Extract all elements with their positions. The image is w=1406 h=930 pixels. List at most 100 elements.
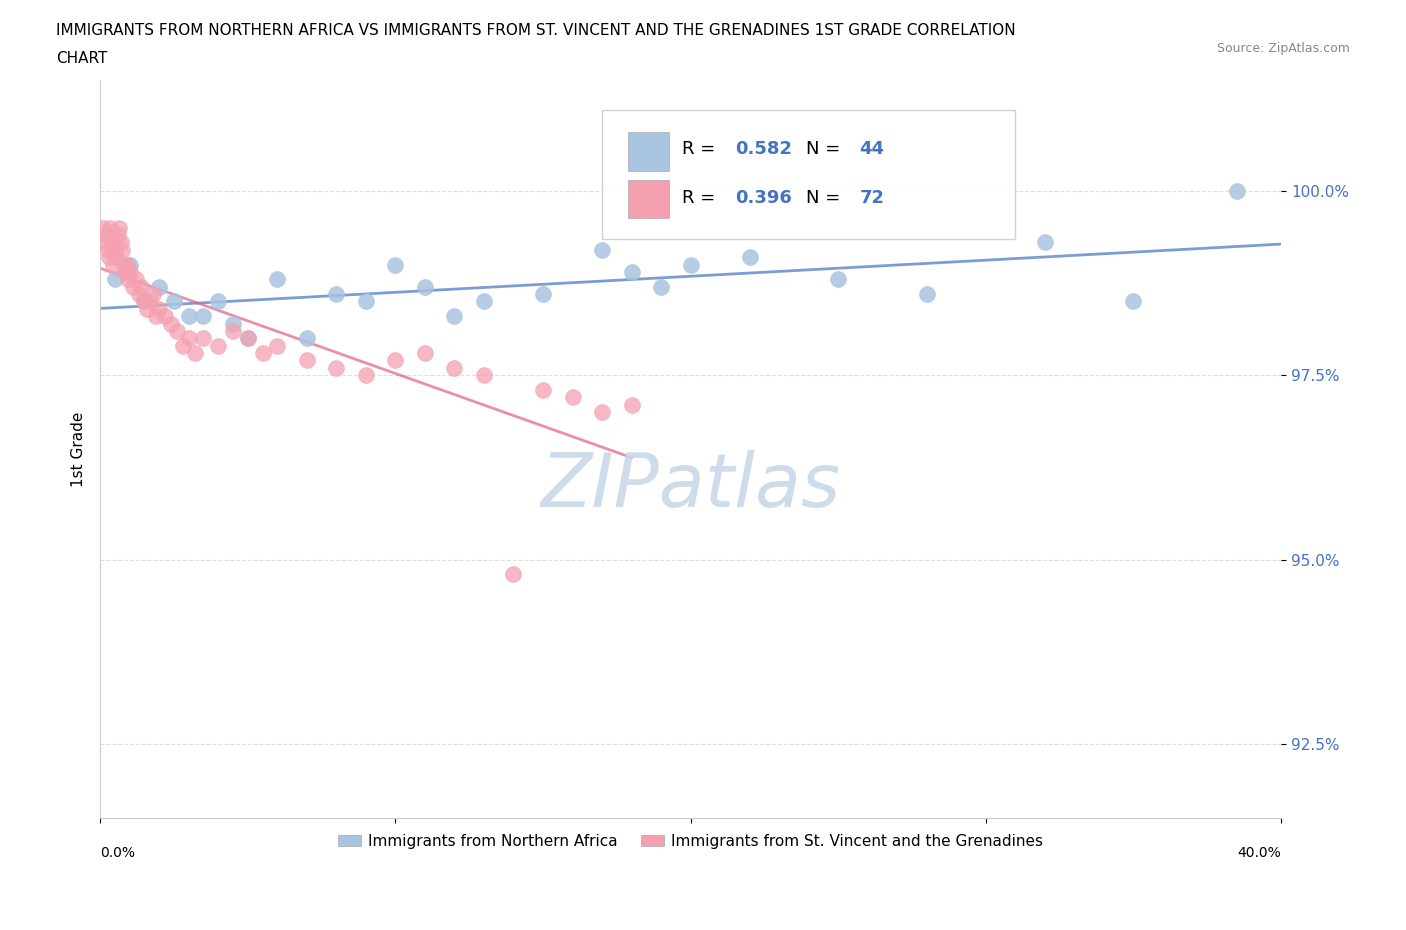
Text: R =: R = xyxy=(682,140,721,158)
Point xyxy=(177,309,200,324)
Point xyxy=(1226,183,1249,198)
Point xyxy=(354,368,377,383)
Y-axis label: 1st Grade: 1st Grade xyxy=(72,411,86,486)
Point xyxy=(166,324,188,339)
Point xyxy=(108,220,131,235)
Text: IMMIGRANTS FROM NORTHERN AFRICA VS IMMIGRANTS FROM ST. VINCENT AND THE GRENADINE: IMMIGRANTS FROM NORTHERN AFRICA VS IMMIG… xyxy=(56,23,1017,38)
Point xyxy=(107,228,129,243)
Point xyxy=(103,257,125,272)
Point xyxy=(384,257,406,272)
Point xyxy=(124,272,146,286)
Text: 40.0%: 40.0% xyxy=(1237,846,1281,860)
Point xyxy=(153,309,176,324)
Point xyxy=(502,567,524,582)
Point xyxy=(1122,294,1144,309)
Point xyxy=(104,272,127,286)
Point xyxy=(193,309,215,324)
Point xyxy=(111,243,134,258)
Point xyxy=(104,243,127,258)
Point xyxy=(915,286,938,301)
Point xyxy=(443,309,465,324)
Point xyxy=(236,331,259,346)
Point xyxy=(531,382,554,397)
Point xyxy=(295,353,318,368)
Point xyxy=(94,228,117,243)
Point xyxy=(650,279,672,294)
Text: N =: N = xyxy=(807,140,846,158)
Point xyxy=(177,331,200,346)
Point xyxy=(472,294,495,309)
Point xyxy=(591,243,613,258)
Point xyxy=(443,361,465,376)
Legend: Immigrants from Northern Africa, Immigrants from St. Vincent and the Grenadines: Immigrants from Northern Africa, Immigra… xyxy=(332,828,1049,855)
Point xyxy=(325,361,347,376)
Point xyxy=(148,301,170,316)
Point xyxy=(128,286,150,301)
Text: R =: R = xyxy=(682,189,721,207)
Text: 44: 44 xyxy=(859,140,884,158)
Point xyxy=(115,257,138,272)
Point xyxy=(118,264,141,279)
Point xyxy=(134,294,156,309)
Text: Source: ZipAtlas.com: Source: ZipAtlas.com xyxy=(1216,42,1350,55)
Point xyxy=(266,272,288,286)
Point xyxy=(114,264,136,279)
Point xyxy=(738,250,761,265)
Point xyxy=(591,405,613,419)
Point xyxy=(98,250,121,265)
Point xyxy=(139,294,162,309)
Point xyxy=(266,339,288,353)
Point xyxy=(222,324,245,339)
Point xyxy=(93,235,115,250)
Point xyxy=(112,257,135,272)
FancyBboxPatch shape xyxy=(628,132,669,171)
Text: 72: 72 xyxy=(859,189,884,207)
Point xyxy=(148,279,170,294)
Text: 0.0%: 0.0% xyxy=(100,846,135,860)
Point xyxy=(413,346,436,361)
Point xyxy=(110,235,132,250)
Point xyxy=(100,220,122,235)
Point xyxy=(531,286,554,301)
Point xyxy=(252,346,274,361)
Text: 0.396: 0.396 xyxy=(735,189,793,207)
Text: 0.582: 0.582 xyxy=(735,140,793,158)
Text: ZIPatlas: ZIPatlas xyxy=(540,450,841,522)
Point xyxy=(1033,235,1056,250)
Point xyxy=(163,294,186,309)
Point xyxy=(96,243,118,258)
Point xyxy=(384,353,406,368)
FancyBboxPatch shape xyxy=(628,179,669,219)
Point xyxy=(142,286,165,301)
Text: N =: N = xyxy=(807,189,846,207)
Point xyxy=(561,390,583,405)
Point xyxy=(101,235,124,250)
Point xyxy=(325,286,347,301)
Point xyxy=(827,272,849,286)
Point xyxy=(679,257,702,272)
Point xyxy=(354,294,377,309)
Point xyxy=(207,294,229,309)
Point xyxy=(295,331,318,346)
Point xyxy=(117,272,139,286)
Point xyxy=(91,220,114,235)
Point xyxy=(134,294,156,309)
Point xyxy=(236,331,259,346)
Point xyxy=(472,368,495,383)
Point xyxy=(620,397,643,412)
Point xyxy=(105,250,128,265)
Point xyxy=(160,316,183,331)
Text: CHART: CHART xyxy=(56,51,108,66)
Point xyxy=(145,309,167,324)
Point xyxy=(207,339,229,353)
Point xyxy=(222,316,245,331)
Point xyxy=(172,339,194,353)
Point xyxy=(136,301,159,316)
FancyBboxPatch shape xyxy=(602,110,1015,239)
Point xyxy=(131,279,153,294)
Point xyxy=(121,279,143,294)
Point xyxy=(620,264,643,279)
Point xyxy=(193,331,215,346)
Point xyxy=(183,346,205,361)
Point xyxy=(413,279,436,294)
